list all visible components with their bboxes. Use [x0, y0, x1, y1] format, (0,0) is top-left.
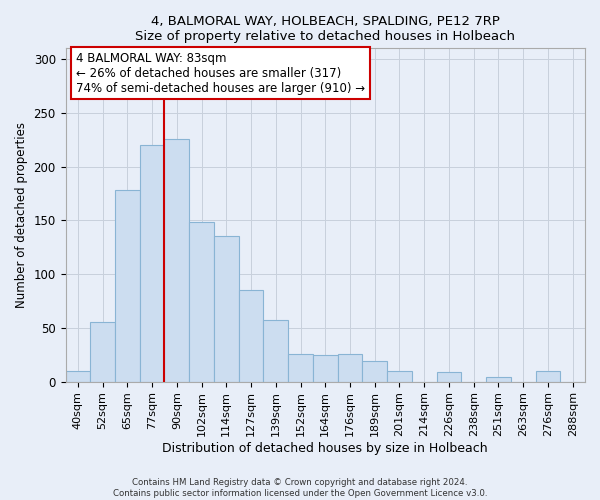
Bar [65, 371, 90, 382]
Bar [288, 354, 313, 382]
Bar [536, 371, 560, 382]
Bar [189, 222, 214, 382]
Y-axis label: Number of detached properties: Number of detached properties [15, 122, 28, 308]
Bar [214, 236, 239, 382]
Bar [239, 290, 263, 382]
Bar [140, 145, 164, 382]
Bar [486, 378, 511, 382]
Bar [115, 190, 140, 382]
Text: Contains HM Land Registry data © Crown copyright and database right 2024.
Contai: Contains HM Land Registry data © Crown c… [113, 478, 487, 498]
X-axis label: Distribution of detached houses by size in Holbeach: Distribution of detached houses by size … [163, 442, 488, 455]
Bar [338, 354, 362, 382]
Bar [387, 371, 412, 382]
Title: 4, BALMORAL WAY, HOLBEACH, SPALDING, PE12 7RP
Size of property relative to detac: 4, BALMORAL WAY, HOLBEACH, SPALDING, PE1… [135, 15, 515, 43]
Bar [313, 354, 338, 382]
Bar [164, 138, 189, 382]
Text: 4 BALMORAL WAY: 83sqm
← 26% of detached houses are smaller (317)
74% of semi-det: 4 BALMORAL WAY: 83sqm ← 26% of detached … [76, 52, 365, 94]
Bar [362, 361, 387, 382]
Bar [263, 320, 288, 382]
Bar [90, 322, 115, 382]
Bar [437, 372, 461, 382]
